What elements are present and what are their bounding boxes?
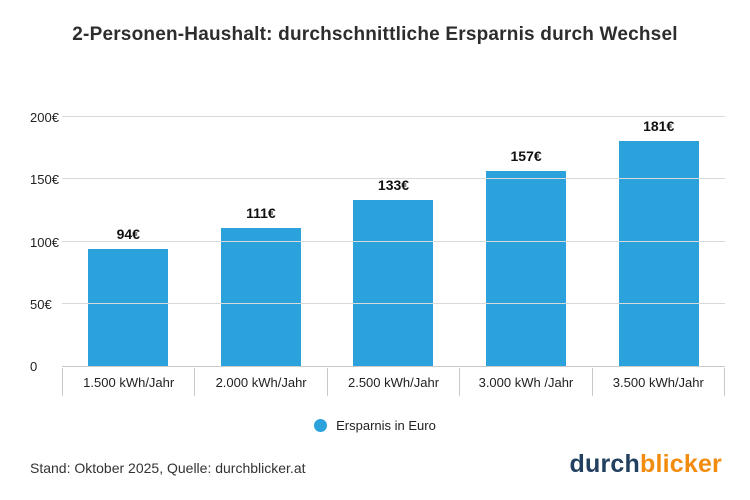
- durchblicker-logo: durchblicker: [570, 450, 722, 479]
- bar-group: 181€: [592, 118, 725, 366]
- y-tick-label: 100€: [30, 234, 59, 250]
- y-tick-label: 50€: [30, 296, 52, 312]
- gridline: [62, 302, 725, 304]
- y-tick-label: 150€: [30, 172, 59, 188]
- bar-group: 157€: [460, 118, 593, 366]
- legend-label: Ersparnis in Euro: [336, 418, 436, 433]
- chart-title: 2-Personen-Haushalt: durchschnittliche E…: [72, 24, 678, 45]
- bar-group: 94€: [62, 118, 195, 366]
- bar-value-label: 157€: [510, 147, 542, 164]
- gridline: [62, 178, 725, 180]
- source-note: Stand: Oktober 2025, Quelle: durchblicke…: [30, 460, 306, 476]
- gridline: [62, 240, 725, 242]
- logo-part-blicker: blicker: [639, 450, 722, 478]
- x-tick-label: 1.500 kWh/Jahr: [63, 368, 196, 396]
- x-tick-label: 2.500 kWh/Jahr: [328, 368, 461, 396]
- plot-area: 94€ 111€ 133€ 157€ 181€: [62, 116, 725, 367]
- x-tick-label: 3.000 kWh /Jahr: [460, 368, 593, 396]
- gridline: [62, 116, 725, 117]
- legend-dot-icon: [314, 419, 328, 432]
- bar-group: 133€: [327, 118, 460, 366]
- x-axis-labels: 1.500 kWh/Jahr 2.000 kWh/Jahr 2.500 kWh/Ja…: [62, 368, 726, 396]
- x-tick-label: 3.500 kWh/Jahr: [593, 368, 726, 396]
- legend: Ersparnis in Euro: [0, 418, 750, 433]
- y-tick-label: 200€: [30, 110, 59, 125]
- bar: [220, 227, 301, 366]
- y-axis-labels: 0 50€ 100€ 150€ 200€: [30, 110, 62, 374]
- bar-group: 111€: [195, 118, 328, 366]
- y-tick-label: 0: [30, 359, 38, 374]
- bar: [486, 170, 567, 366]
- bar: [88, 248, 169, 366]
- bar: [353, 200, 434, 366]
- bars-row: 94€ 111€ 133€ 157€ 181€: [62, 118, 725, 366]
- bar-value-label: 181€: [643, 118, 675, 134]
- bar-value-label: 111€: [246, 204, 276, 221]
- bar-value-label: 94€: [116, 225, 140, 242]
- bar-value-label: 133€: [377, 177, 410, 194]
- bar: [618, 141, 699, 366]
- x-tick-label: 2.000 kWh/Jahr: [195, 368, 328, 396]
- logo-part-durch: durch: [569, 450, 640, 478]
